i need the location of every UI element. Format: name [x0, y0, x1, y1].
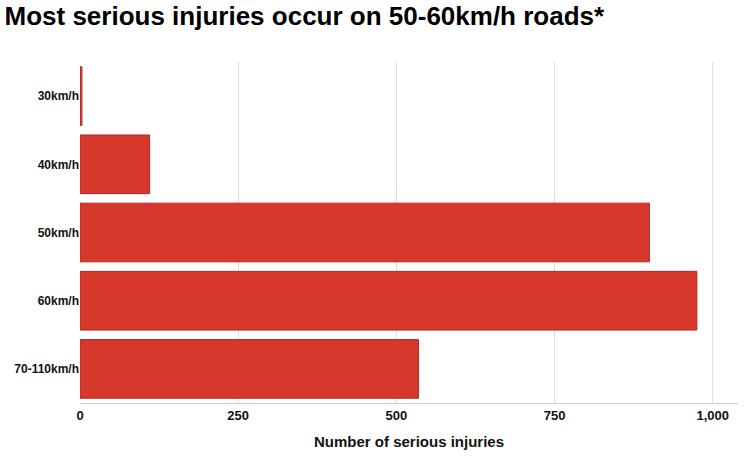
svg-text:30km/h: 30km/h — [38, 89, 79, 103]
svg-text:Number of serious injuries: Number of serious injuries — [314, 433, 504, 450]
svg-text:60km/h: 60km/h — [38, 294, 79, 308]
svg-text:0: 0 — [76, 408, 83, 423]
svg-text:750: 750 — [544, 408, 566, 423]
svg-text:Most serious injuries occur on: Most serious injuries occur on 50-60km/h… — [5, 1, 606, 31]
svg-text:70-110km/h: 70-110km/h — [14, 362, 79, 376]
svg-text:1,000: 1,000 — [696, 408, 729, 423]
svg-text:500: 500 — [385, 408, 407, 423]
svg-text:50km/h: 50km/h — [38, 226, 79, 240]
svg-text:250: 250 — [227, 408, 249, 423]
svg-text:40km/h: 40km/h — [38, 158, 79, 172]
